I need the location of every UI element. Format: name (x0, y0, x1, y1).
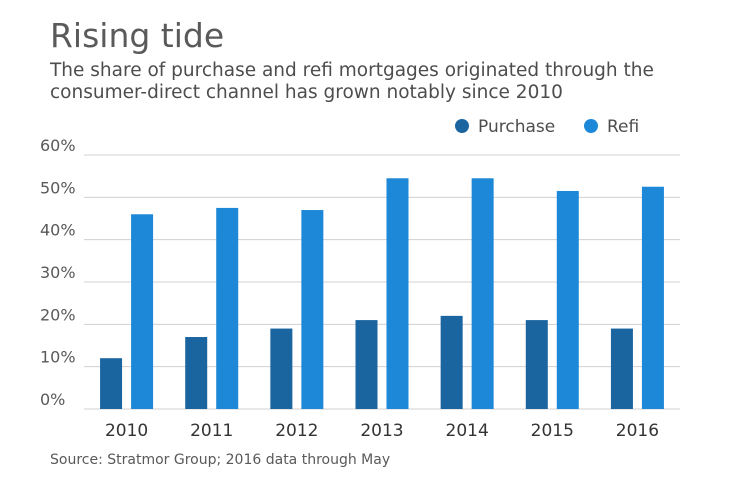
bar-refi (131, 214, 154, 409)
y-tick-label: 50% (40, 178, 76, 197)
bar-purchase (355, 320, 378, 409)
y-tick-label: 30% (40, 263, 76, 282)
bar-purchase (440, 315, 463, 409)
x-tick-label: 2011 (190, 421, 233, 441)
bar-purchase (525, 320, 548, 409)
source-note: Source: Stratmor Group; 2016 data throug… (50, 452, 391, 468)
bar-refi (301, 210, 324, 409)
legend-marker-refi (584, 119, 598, 133)
chart-subtitle: The share of purchase and refi mortgages… (50, 60, 654, 103)
chart-title: Rising tide (50, 16, 225, 55)
bar-purchase (610, 328, 633, 409)
legend-label-purchase: Purchase (478, 117, 555, 137)
x-tick-label: 2015 (531, 421, 574, 441)
x-tick-label: 2012 (275, 421, 318, 441)
y-tick-label: 60% (40, 136, 76, 155)
x-tick-label: 2014 (446, 421, 489, 441)
y-tick-label: 0% (40, 390, 65, 409)
bar-refi (556, 190, 579, 409)
y-tick-label: 10% (40, 348, 76, 367)
bar-refi (641, 186, 664, 409)
legend-label-refi: Refi (607, 117, 639, 137)
x-tick-label: 2013 (360, 421, 403, 441)
bar-purchase (270, 328, 293, 409)
bar-refi (216, 207, 239, 409)
bar-refi (386, 178, 409, 409)
bar-purchase (100, 358, 123, 409)
x-tick-label: 2010 (105, 421, 148, 441)
y-tick-label: 40% (40, 221, 76, 240)
x-tick-label: 2016 (616, 421, 659, 441)
bar-purchase (185, 337, 208, 409)
y-tick-label: 20% (40, 305, 76, 324)
bar-refi (471, 178, 494, 409)
legend-marker-purchase (455, 119, 469, 133)
